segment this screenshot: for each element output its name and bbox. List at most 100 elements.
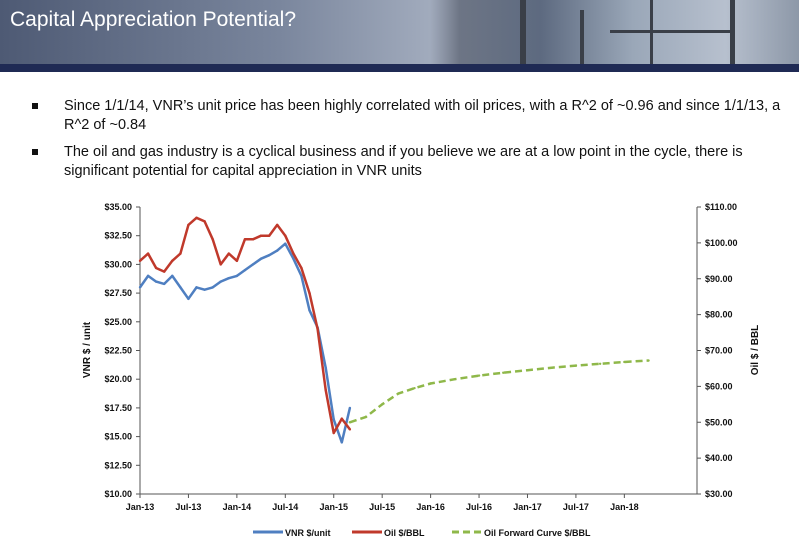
rig-structure-4 (730, 0, 735, 66)
bullet-marker (32, 103, 38, 109)
x-tick-label: Jan-14 (223, 502, 252, 512)
legend-forward-label: Oil Forward Curve $/BBL (484, 528, 591, 538)
header-band (0, 64, 799, 72)
y2-tick-label: $90.00 (705, 274, 733, 284)
oil-data-point (146, 252, 150, 255)
oil-data-point (203, 220, 206, 223)
oil-data-point (163, 270, 166, 273)
oil-data-point (195, 216, 198, 219)
y-tick-label: $27.50 (104, 288, 132, 298)
x-tick-label: Jul-13 (175, 502, 201, 512)
forward-data-point (364, 415, 368, 419)
forward-data-point (647, 359, 650, 362)
x-tick-label: Jul-16 (466, 502, 492, 512)
slide-title: Capital Appreciation Potential? (10, 8, 297, 31)
y2-tick-label: $80.00 (705, 310, 733, 320)
legend-oil-label: Oil $/BBL (384, 528, 425, 538)
oil-data-point (211, 238, 214, 241)
vnr-data-point (292, 257, 295, 260)
y-tick-label: $32.50 (104, 231, 132, 241)
y2-axis-label: Oil $ / BBL (750, 325, 761, 376)
oil-data-point (154, 266, 158, 270)
vnr-data-point (227, 276, 230, 280)
oil-series-line (139, 216, 351, 435)
y2-tick-label: $30.00 (705, 489, 733, 499)
header-photo (430, 0, 799, 66)
oil-data-point (138, 259, 142, 263)
x-tick-label: Jan-15 (319, 502, 348, 512)
y-tick-label: $12.50 (104, 460, 132, 470)
bullet-item: The oil and gas industry is a cyclical b… (30, 143, 790, 181)
x-tick-label: Jul-15 (369, 502, 395, 512)
oil-data-point (171, 259, 174, 263)
vnr-data-point (203, 288, 206, 291)
oil-data-point (276, 223, 279, 227)
vnr-data-point (195, 286, 198, 289)
rig-structure-2 (580, 10, 584, 66)
oil-data-point (251, 238, 255, 241)
oil-data-point (316, 327, 319, 331)
forward-data-point (348, 421, 352, 424)
vnr-data-point (308, 309, 311, 312)
y2-tick-label: $100.00 (705, 238, 738, 248)
vnr-data-point (154, 280, 158, 283)
y2-tick-label: $50.00 (705, 417, 733, 427)
legend-vnr-label: VNR $/unit (285, 528, 331, 538)
oil-data-point (340, 417, 344, 420)
forward-data-point (623, 360, 626, 364)
oil-data-point (227, 252, 230, 255)
x-tick-label: Jul-17 (563, 502, 589, 512)
oil-data-point (324, 388, 327, 392)
bullet-text: Since 1/1/14, VNR’s unit price has been … (64, 98, 781, 133)
oil-data-point (219, 263, 222, 266)
oil-data-point (243, 238, 247, 241)
y-tick-label: $30.00 (104, 259, 132, 269)
y-tick-label: $22.50 (104, 346, 132, 356)
forward-data-point (429, 382, 432, 385)
rig-structure-3 (650, 0, 653, 66)
bullet-list: Since 1/1/14, VNR’s unit price has been … (30, 97, 790, 189)
x-tick-label: Jan-13 (126, 502, 155, 512)
x-tick-label: Jan-18 (610, 502, 639, 512)
vnr-data-point (251, 263, 255, 266)
vnr-data-point (187, 297, 190, 301)
forward-data-point (502, 371, 505, 374)
forward-data-point (380, 403, 384, 406)
vnr-data-point (138, 286, 142, 289)
bullet-marker (32, 149, 38, 155)
oil-data-point (187, 223, 190, 227)
forward-data-point (477, 374, 481, 377)
rig-beam (610, 30, 730, 33)
vnr-data-point (219, 280, 222, 283)
oil-data-point (308, 291, 311, 295)
oil-data-point (348, 428, 352, 431)
y-tick-label: $20.00 (104, 374, 132, 384)
vnr-data-point (163, 282, 166, 286)
vnr-data-point (267, 254, 271, 257)
forward-data-point (397, 392, 400, 395)
x-tick-label: Jan-16 (416, 502, 445, 512)
x-tick-label: Jul-14 (272, 502, 298, 512)
x-tick-label: Jan-17 (513, 502, 542, 512)
oil-data-point (284, 234, 287, 237)
vnr-data-point (179, 286, 182, 289)
bullet-text: The oil and gas industry is a cyclical b… (64, 144, 743, 179)
forward-data-point (526, 369, 529, 372)
rig-structure-1 (520, 0, 526, 66)
vnr-data-point (146, 274, 150, 278)
y2-tick-label: $110.00 (705, 202, 737, 212)
forward-data-point (574, 364, 578, 367)
oil-data-point (259, 234, 263, 237)
y2-tick-label: $70.00 (705, 346, 733, 356)
vnr-data-point (284, 242, 287, 245)
oil-data-point (300, 266, 303, 270)
y2-tick-label: $40.00 (705, 453, 733, 463)
y-tick-label: $10.00 (104, 489, 132, 499)
vnr-data-point (340, 441, 344, 444)
vnr-data-point (211, 286, 214, 289)
vnr-data-point (300, 274, 303, 278)
forward-data-point (550, 366, 553, 369)
vnr-data-point (276, 249, 279, 252)
slide-header: Capital Appreciation Potential? (0, 0, 799, 66)
y-tick-label: $17.50 (104, 403, 132, 413)
